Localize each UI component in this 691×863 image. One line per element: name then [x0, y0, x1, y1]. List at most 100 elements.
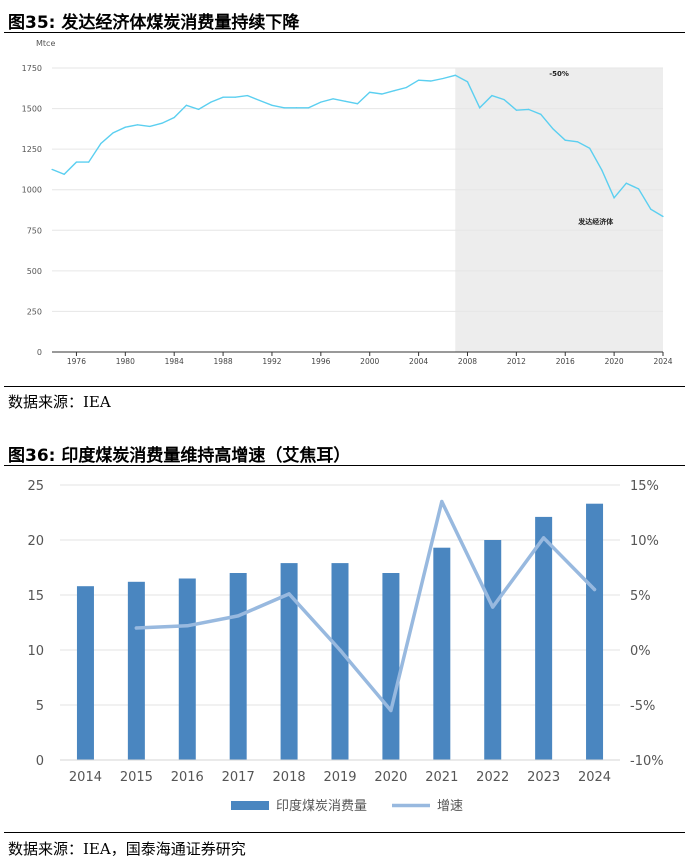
x-tick-label: 1992 [262, 357, 281, 366]
data-point [161, 122, 163, 124]
data-point [100, 142, 102, 145]
x-tick-label: 1988 [214, 357, 233, 366]
y-tick-label: 0 [36, 754, 44, 769]
data-point [75, 161, 78, 163]
data-point [344, 100, 346, 102]
data-point [271, 104, 273, 106]
bar-2019 [331, 563, 349, 760]
data-point [124, 126, 126, 128]
data-point [295, 107, 297, 109]
chart-36: 0 5 10 15 20 25 -10% -5% 0% 5% 10% 15% 2014 2015 2016 2… [27, 479, 664, 814]
legend-label-bar: 印度煤炭消费量 [276, 798, 367, 814]
x-tick-label: 2014 [69, 770, 102, 785]
growth-point [542, 536, 546, 540]
data-point [613, 197, 615, 199]
bar-2015 [127, 581, 145, 760]
y2-tick-label: 0% [630, 644, 651, 659]
x-tick-label: 2018 [273, 770, 306, 785]
data-point [381, 93, 383, 95]
x-tick-label: 2008 [458, 357, 477, 366]
data-point [234, 96, 236, 98]
data-point [210, 101, 212, 103]
y2-tick-label: -5% [630, 699, 655, 714]
growth-point [338, 648, 342, 652]
x-tick-label: 2020 [605, 357, 624, 366]
data-point [173, 116, 175, 119]
data-point [405, 86, 407, 89]
y2-tick-label: 5% [630, 589, 651, 604]
growth-line [134, 499, 597, 713]
chart-35: 0 250 500 750 1000 1250 1500 1750 Mtce 1976 1980 19… [22, 39, 673, 366]
figure-35-source: 数据来源：IEA [8, 393, 111, 411]
data-point [589, 147, 591, 149]
x-tick-label: 2004 [409, 357, 428, 366]
data-point [393, 90, 395, 92]
data-point [430, 80, 432, 82]
x-tick-label: 2017 [222, 770, 255, 785]
y-tick-label: 5 [36, 699, 44, 714]
x-tick-label: 2021 [425, 770, 458, 785]
figure-35-title-rule [4, 32, 685, 33]
data-point [479, 107, 481, 109]
data-point [564, 139, 566, 141]
data-point [332, 98, 334, 100]
data-point [283, 107, 285, 109]
shaded-region [455, 68, 663, 352]
y-tick-label: 1750 [22, 64, 42, 73]
growth-point [491, 605, 495, 609]
legend: 印度煤炭消费量 增速 [231, 798, 463, 814]
data-point [650, 208, 652, 210]
data-point [442, 77, 444, 80]
x-tick-label: 1976 [67, 357, 86, 366]
annotation: -50% [549, 70, 569, 78]
growth-point [287, 592, 291, 596]
y-tick-label: 20 [27, 534, 44, 549]
legend-label-line: 增速 [437, 799, 463, 814]
y2-tick-label: -10% [630, 754, 664, 769]
data-point [136, 124, 139, 126]
y-tick-label: 0 [37, 348, 42, 357]
y-tick-label: 250 [27, 307, 42, 316]
data-point [198, 108, 200, 110]
x-tick-label: 1996 [311, 357, 330, 366]
data-point [356, 103, 359, 105]
data-point [51, 168, 53, 171]
annotation: 发达经济体 [577, 217, 614, 226]
y-tick-label: 1250 [22, 145, 42, 154]
data-point [540, 113, 542, 115]
data-point [662, 215, 664, 218]
legend-swatch-bar [231, 801, 269, 810]
y-tick-label: 750 [27, 226, 42, 235]
y-tick-label: 25 [27, 479, 44, 494]
x-tick-label: 1984 [165, 357, 184, 366]
y-tick-label: 15 [27, 589, 44, 604]
data-point [308, 107, 310, 109]
data-point [601, 169, 603, 171]
x-tick-label: 2023 [527, 770, 560, 785]
growth-point [134, 626, 138, 630]
figure-35-bottom-rule [4, 386, 685, 387]
y-tick-label: 1500 [22, 105, 42, 114]
data-point [527, 108, 530, 110]
bar-2018 [280, 563, 298, 760]
x-tick-label: 2016 [171, 770, 204, 785]
data-point [222, 96, 224, 98]
data-point [552, 128, 554, 130]
figure-35-title: 图35: 发达经济体煤炭消费量持续下降 [8, 13, 300, 33]
y2-tick-label: 15% [630, 479, 659, 494]
bar-2024 [586, 503, 604, 760]
x-tick-label: 2024 [653, 357, 672, 366]
data-point [246, 94, 249, 97]
x-tick-label: 1980 [116, 357, 135, 366]
figure-36-source: 数据来源：IEA，国泰海通证券研究 [8, 840, 246, 858]
growth-point [440, 499, 444, 504]
y-axis-label: Mtce [36, 39, 55, 48]
data-point [369, 91, 371, 93]
x-tick-label: 2016 [556, 357, 575, 366]
y-tick-label: 500 [27, 267, 42, 276]
data-point [320, 101, 322, 103]
data-point [637, 188, 640, 190]
figure-36-bottom-rule [4, 832, 685, 833]
growth-point [389, 708, 393, 713]
x-tick-label: 2024 [578, 770, 611, 785]
